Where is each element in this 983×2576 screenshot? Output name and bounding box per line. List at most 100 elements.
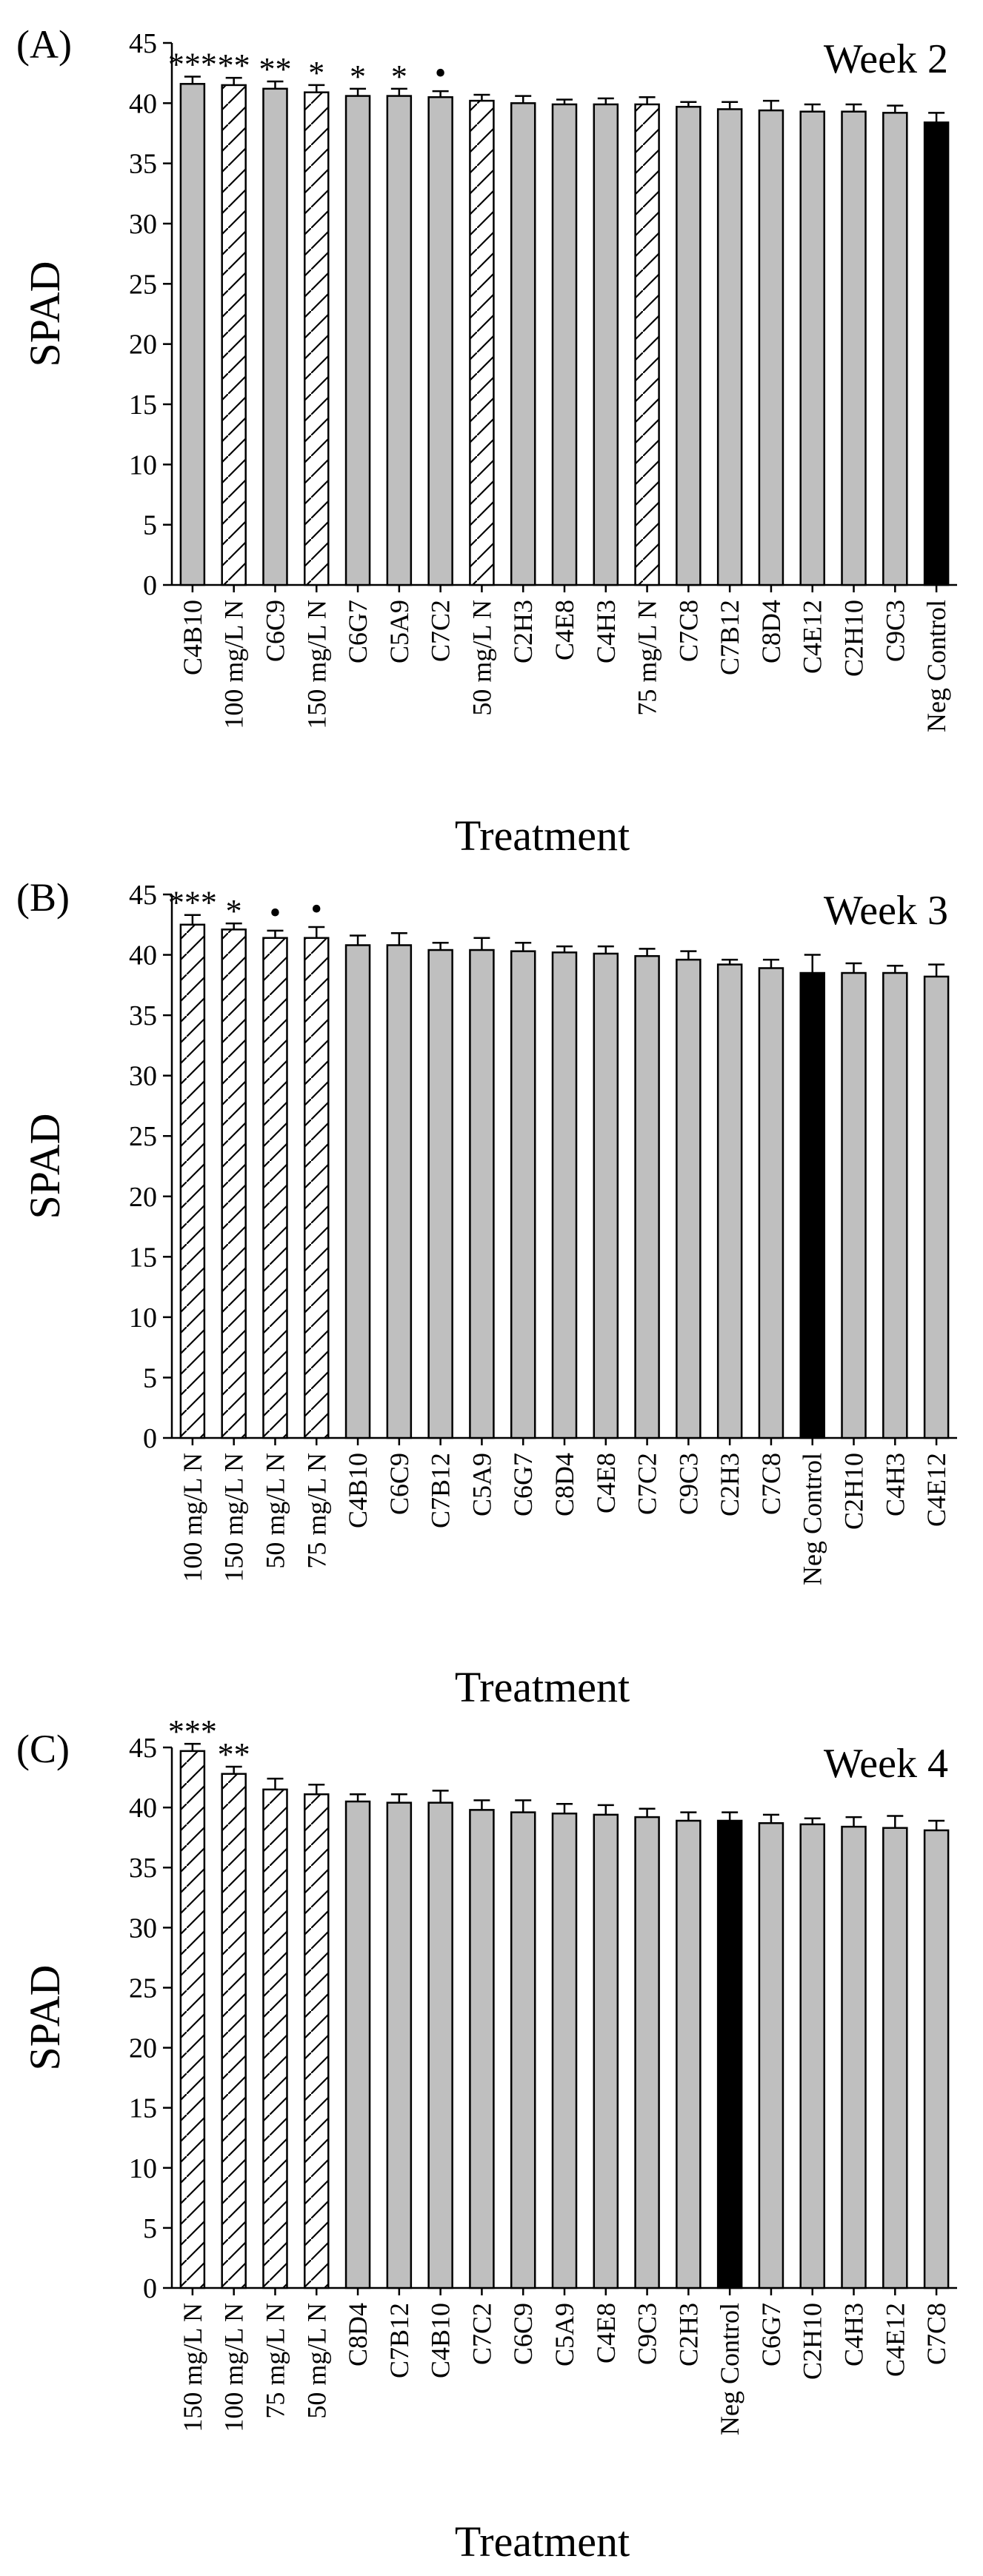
bar — [386, 95, 413, 586]
category-label: C4H3 — [591, 600, 621, 663]
category-label: C9C3 — [633, 2303, 662, 2365]
category-label: C8D4 — [343, 2303, 373, 2366]
category-label: C7C2 — [426, 600, 456, 662]
category-label: C2H3 — [715, 1453, 744, 1516]
category-label: C9C3 — [673, 1453, 703, 1515]
y-axis-label: SPAD — [21, 261, 69, 367]
category-label: C2H3 — [508, 600, 538, 663]
category-label: C5A9 — [384, 600, 414, 663]
y-tick-label: 40 — [129, 940, 157, 971]
category-label: C2H10 — [839, 1453, 869, 1530]
bar — [386, 1801, 413, 2289]
y-tick-label: 20 — [129, 1182, 157, 1213]
category-label: C7B12 — [715, 600, 744, 675]
bar — [716, 108, 743, 586]
bar — [758, 1821, 784, 2289]
bar — [882, 112, 908, 586]
bar — [841, 110, 867, 586]
bar — [882, 1827, 908, 2289]
category-label: C5A9 — [550, 2303, 579, 2366]
y-tick-label: 15 — [129, 1242, 157, 1273]
y-tick-label: 15 — [129, 389, 157, 421]
category-label: C6G7 — [343, 600, 373, 663]
category-label: C6G7 — [508, 1453, 538, 1516]
category-label: C6C9 — [508, 2303, 538, 2365]
category-label: 150 mg/L N — [301, 600, 331, 729]
significance-marker: ** — [218, 1736, 250, 1773]
chart-panel-3: 0 5 10 15 20 25 30 35 40 45 SPAD (C) Week 4 *** 150 mg… — [16, 1713, 957, 2566]
category-label: 100 mg/L N — [219, 600, 249, 729]
significance-marker: * — [391, 58, 407, 95]
bar — [551, 951, 578, 1439]
bar — [262, 87, 288, 586]
category-label: C2H3 — [673, 2303, 703, 2366]
y-tick-label: 20 — [129, 329, 157, 361]
bar — [427, 1801, 453, 2289]
y-tick-label: 25 — [129, 1973, 157, 2004]
y-tick-label: 0 — [143, 2273, 157, 2304]
bar — [386, 944, 413, 1439]
y-tick-label: 40 — [129, 88, 157, 119]
y-tick-label: 0 — [143, 1423, 157, 1454]
panel-label: (C) — [16, 1727, 70, 1771]
category-label: C2H10 — [839, 600, 869, 677]
category-label: C7C8 — [673, 600, 703, 662]
category-label: C9C3 — [880, 600, 910, 662]
bar — [427, 96, 453, 586]
bar — [634, 954, 660, 1439]
y-tick-label: 35 — [129, 1853, 157, 1884]
bar — [634, 103, 660, 586]
bar — [179, 923, 206, 1439]
y-tick-label: 45 — [129, 28, 157, 59]
bar — [262, 1788, 288, 2289]
bar — [716, 1819, 743, 2289]
bar — [799, 110, 825, 586]
bar — [716, 963, 743, 1439]
category-label: C4E8 — [591, 1453, 621, 1513]
category-label: C4E12 — [798, 600, 827, 674]
bar — [179, 1750, 206, 2289]
bar — [221, 1773, 247, 2289]
category-label: 50 mg/L N — [301, 2303, 331, 2419]
category-label: C4B10 — [343, 1453, 373, 1528]
category-label: 50 mg/L N — [467, 600, 496, 716]
bar — [593, 952, 619, 1439]
category-label: C4E12 — [922, 1453, 951, 1527]
x-axis-label: Treatment — [455, 1663, 630, 1711]
bar — [221, 84, 247, 586]
significance-marker: * — [308, 55, 324, 91]
category-label: Neg Control — [715, 2303, 744, 2435]
bar — [593, 1813, 619, 2289]
y-tick-label: 40 — [129, 1793, 157, 1824]
category-label: C6C9 — [260, 600, 290, 662]
bar — [262, 937, 288, 1439]
y-tick-label: 45 — [129, 1733, 157, 1764]
chart-panel-2: 0 5 10 15 20 25 30 35 40 45 SPAD (B) Week 3 *** 100 mg… — [16, 875, 957, 1711]
significance-marker: • — [435, 55, 446, 91]
bar — [551, 103, 578, 586]
bar — [799, 971, 825, 1439]
y-tick-label: 25 — [129, 269, 157, 300]
bar — [882, 971, 908, 1439]
category-label: C8D4 — [550, 1453, 579, 1516]
significance-marker: ** — [218, 47, 250, 84]
category-label: C7C8 — [756, 1453, 786, 1515]
bar — [551, 1812, 578, 2289]
significance-marker: * — [350, 58, 366, 95]
chart-title: Week 3 — [824, 888, 948, 934]
bar — [676, 1819, 702, 2289]
significance-marker: • — [270, 894, 281, 931]
category-label: 75 mg/L N — [260, 2303, 290, 2419]
category-label: C4E12 — [880, 2303, 910, 2377]
category-label: C7B12 — [426, 1453, 456, 1528]
bar — [593, 103, 619, 586]
category-label: 100 mg/L N — [178, 1453, 207, 1582]
bar — [676, 958, 702, 1439]
bar — [758, 967, 784, 1439]
bar — [469, 949, 495, 1439]
chart-title: Week 4 — [824, 1741, 948, 1787]
bar — [841, 971, 867, 1439]
category-label: C4E8 — [591, 2303, 621, 2363]
y-tick-label: 5 — [143, 1362, 157, 1394]
